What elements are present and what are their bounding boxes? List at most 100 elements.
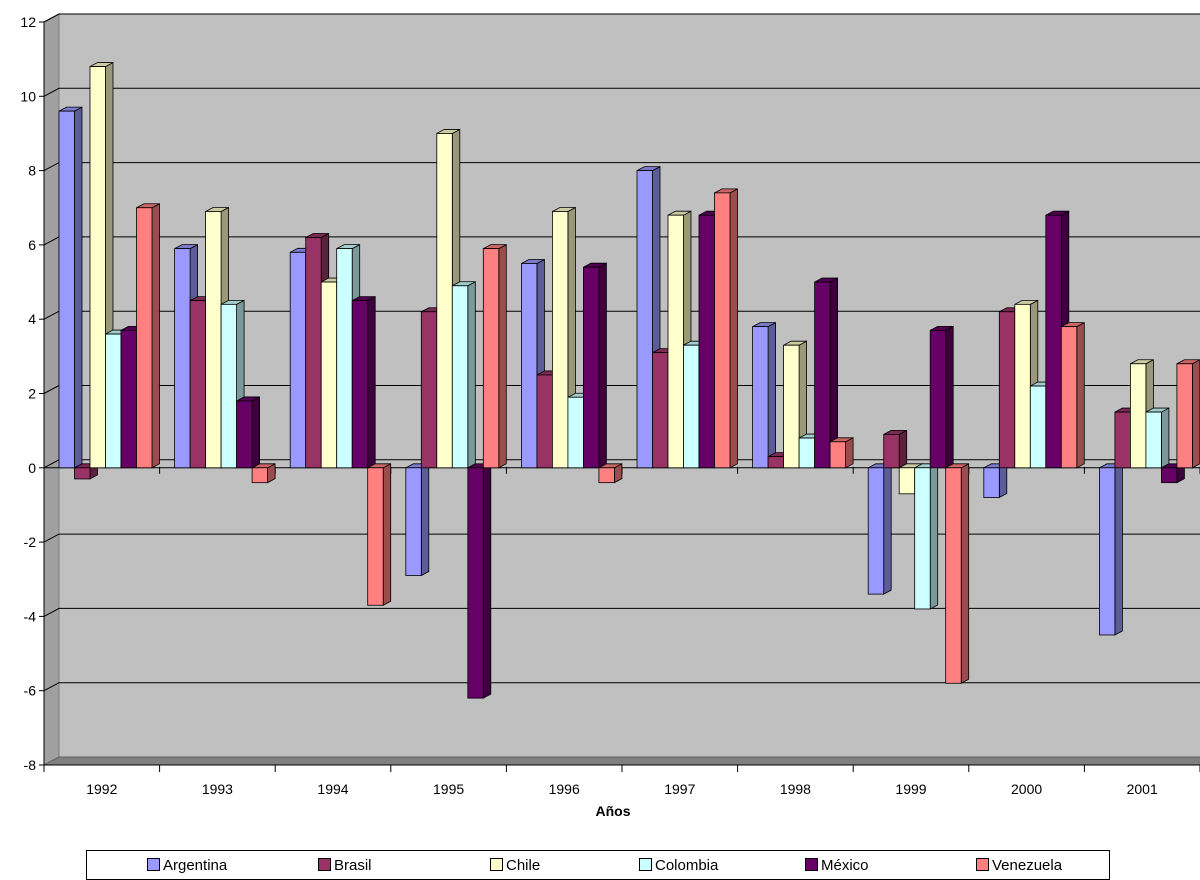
bar-side <box>367 295 376 469</box>
bar-front <box>367 467 384 606</box>
bar <box>482 243 507 469</box>
bar <box>883 429 908 469</box>
bar-side <box>883 463 892 595</box>
bar-front <box>74 467 91 480</box>
bar-front <box>189 300 207 469</box>
legend-swatch <box>490 858 503 871</box>
bar-front <box>798 437 815 469</box>
bar-front <box>405 467 422 576</box>
plot-floor <box>43 756 1200 766</box>
bar-side <box>960 463 970 684</box>
bar <box>945 463 970 684</box>
bar-side <box>467 281 476 469</box>
y-tick-label: 0 <box>28 460 36 476</box>
x-tick-labels: 1992 1993 1994 1995 1996 1997 1998 1999 2000 2001 <box>86 781 1158 797</box>
bar-front <box>1099 467 1116 636</box>
legend-label: Colombia <box>655 857 719 874</box>
bar-side <box>1161 407 1170 469</box>
bar-side <box>767 321 776 469</box>
y-tick-label: -8 <box>24 757 37 773</box>
y-tick-labels: -8 -6 -4 -2 0 2 4 6 8 10 12 <box>20 14 36 773</box>
legend-label: Brasil <box>334 857 372 874</box>
bar-front <box>467 467 484 699</box>
y-tick-label: 8 <box>28 163 36 179</box>
bar <box>583 262 607 469</box>
x-tick-label: 1995 <box>433 781 464 797</box>
bar-front <box>1145 411 1162 469</box>
legend-swatch <box>147 858 160 871</box>
bar-front <box>1014 303 1031 469</box>
y-tick-label: 12 <box>20 14 36 30</box>
bar <box>1060 321 1085 469</box>
x-tick-label: 1992 <box>86 781 117 797</box>
bar-front <box>767 456 784 469</box>
bar-side <box>151 203 160 469</box>
bar <box>351 295 376 469</box>
bar-side <box>420 463 430 577</box>
bar-front <box>120 329 137 469</box>
bar <box>467 463 492 699</box>
x-axis-label: Años <box>596 803 631 819</box>
x-tick-label: 2000 <box>1011 781 1042 797</box>
bar <box>914 463 939 610</box>
bar <box>983 463 1008 499</box>
bar-front <box>436 133 453 469</box>
bar <box>367 463 392 606</box>
y-tick-label: 2 <box>28 386 36 402</box>
x-tick-label: 2001 <box>1127 781 1158 797</box>
bar-front <box>1130 363 1147 469</box>
legend-swatch <box>805 858 818 871</box>
bar <box>1145 407 1170 469</box>
bar-side <box>1076 321 1085 469</box>
bar <box>251 463 276 484</box>
bar-front <box>174 248 191 469</box>
bar-front <box>829 441 846 469</box>
bar-side <box>74 106 83 469</box>
bar-side <box>729 188 738 469</box>
x-tick-label: 1993 <box>202 781 233 797</box>
bar <box>867 463 892 595</box>
x-tick-label: 1999 <box>895 781 926 797</box>
bar-front <box>1029 385 1047 469</box>
bar-front <box>867 467 885 595</box>
bar-side <box>1114 463 1123 636</box>
bar-front <box>998 311 1016 469</box>
bar-front <box>320 281 338 469</box>
bar-side <box>251 396 261 469</box>
legend-item: México <box>805 857 869 874</box>
bar-front <box>1045 214 1062 469</box>
bar <box>1099 463 1123 636</box>
y-tick-label: 6 <box>28 237 36 253</box>
y-tick-label: -6 <box>24 683 37 699</box>
bar <box>451 281 476 469</box>
legend-label: Argentina <box>163 857 228 874</box>
bar-front <box>482 248 500 469</box>
bar-front <box>883 433 900 469</box>
legend: Argentina Brasil Chile Colombia México Venezu… <box>86 850 1110 880</box>
bar <box>714 188 738 469</box>
y-tick-label: -4 <box>24 608 37 624</box>
bar-front <box>1060 326 1078 469</box>
y-tick-label: 4 <box>28 311 36 327</box>
bar-side <box>945 325 954 469</box>
bar-front <box>714 192 731 469</box>
bar-front <box>598 467 615 484</box>
legend-swatch <box>318 858 331 871</box>
bar <box>598 463 623 484</box>
gridline <box>43 607 1200 617</box>
bar-side <box>482 463 492 699</box>
bar-front <box>552 211 569 469</box>
bar <box>752 321 776 469</box>
bar-front <box>914 467 931 610</box>
bar-front <box>336 248 353 469</box>
bar-front <box>814 281 831 469</box>
bar-front <box>236 400 253 469</box>
bars <box>58 61 1200 699</box>
bar-front <box>583 266 600 469</box>
bar-front <box>205 211 222 469</box>
bar-front <box>251 467 269 484</box>
x-tick-label: 1994 <box>317 781 348 797</box>
legend-item: Venezuela <box>976 857 1062 874</box>
bar-front <box>783 344 800 469</box>
bar-front <box>652 352 669 469</box>
